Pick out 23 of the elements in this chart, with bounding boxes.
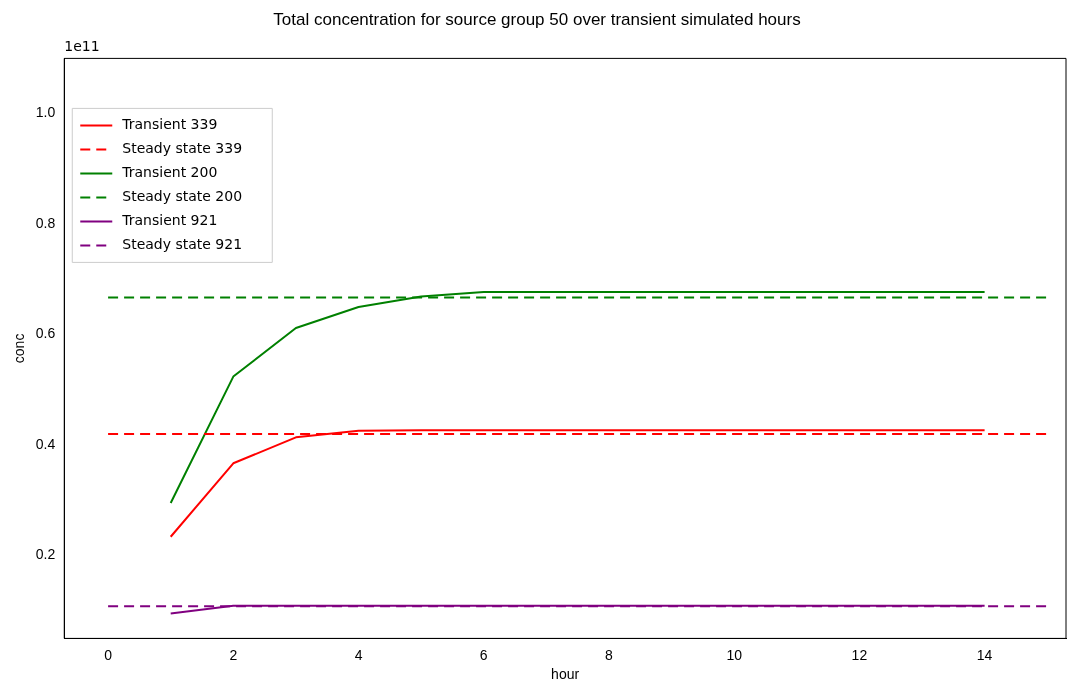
x-tick-label: 10 xyxy=(726,646,743,663)
x-tick-label: 14 xyxy=(976,646,993,663)
legend-label: Transient 339 xyxy=(121,116,218,133)
chart-title: Total concentration for source group 50 over transient simulated hours xyxy=(273,9,801,29)
y-axis-title: conc xyxy=(11,333,28,364)
x-axis-title: hour xyxy=(551,666,580,683)
x-tick-label: 12 xyxy=(851,646,868,663)
legend-label: Steady state 200 xyxy=(122,188,243,205)
text: 1e11 xyxy=(64,38,100,55)
legend-label: Steady state 339 xyxy=(122,140,243,157)
x-tick-label: 6 xyxy=(479,646,488,663)
x-tick-label: 4 xyxy=(354,646,363,663)
x-tick-label: 2 xyxy=(229,646,238,663)
y-tick-label: 0.8 xyxy=(35,214,56,231)
legend-label: Transient 921 xyxy=(121,212,218,229)
legend-label: Transient 200 xyxy=(121,164,218,181)
y-tick-label: 0.6 xyxy=(35,325,56,342)
legend-label: Steady state 921 xyxy=(122,236,243,253)
y-tick-label: 0.4 xyxy=(35,435,56,452)
y-tick-label: 1.0 xyxy=(35,104,56,121)
x-tick-label: 8 xyxy=(605,646,614,663)
x-tick-label: 0 xyxy=(104,646,113,663)
y-tick-label: 0.2 xyxy=(35,546,56,563)
